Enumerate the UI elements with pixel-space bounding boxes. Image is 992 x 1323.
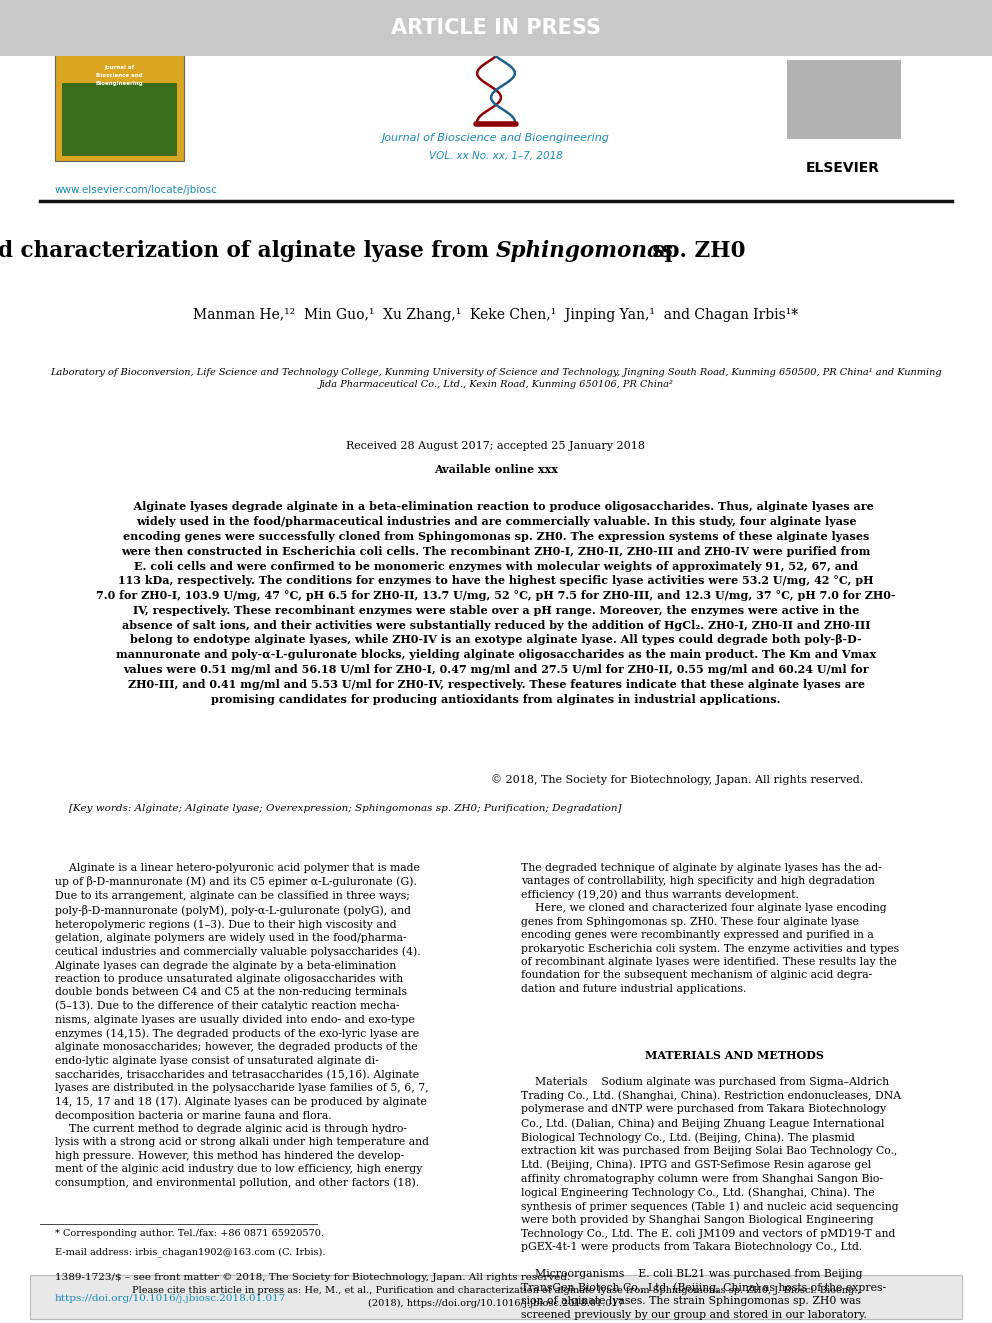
Text: Purification and characterization of alginate lyase from: Purification and characterization of alg… <box>0 241 496 262</box>
FancyBboxPatch shape <box>787 60 901 139</box>
Text: © 2018, The Society for Biotechnology, Japan. All rights reserved.: © 2018, The Society for Biotechnology, J… <box>491 774 863 785</box>
Text: VOL. xx No. xx, 1–7, 2018: VOL. xx No. xx, 1–7, 2018 <box>430 151 562 161</box>
Text: [Key words: Alginate; Alginate lyase; Overexpression; Sphingomonas sp. ZH0; Puri: [Key words: Alginate; Alginate lyase; Ov… <box>69 804 622 814</box>
Text: The degraded technique of alginate by alginate lyases has the ad-
vantages of co: The degraded technique of alginate by al… <box>521 863 899 994</box>
Text: Journal of Bioscience and Bioengineering: Journal of Bioscience and Bioengineering <box>382 132 610 143</box>
Text: Materials    Sodium alginate was purchased from Sigma–Aldrich
Trading Co., Ltd. : Materials Sodium alginate was purchased … <box>521 1077 901 1323</box>
Text: E-mail address: irbis_chagan1902@163.com (C. Irbis).: E-mail address: irbis_chagan1902@163.com… <box>55 1248 325 1257</box>
Text: Alginate lyases degrade alginate in a beta-elimination reaction to produce oligo: Alginate lyases degrade alginate in a be… <box>96 501 896 705</box>
Text: Laboratory of Bioconversion, Life Science and Technology College, Kunming Univer: Laboratory of Bioconversion, Life Scienc… <box>51 368 941 389</box>
Text: Received 28 August 2017; accepted 25 January 2018: Received 28 August 2017; accepted 25 Jan… <box>346 441 646 451</box>
Text: Available online xxx: Available online xxx <box>434 464 558 475</box>
Text: https://doi.org/10.1016/j.jbiosc.2018.01.017: https://doi.org/10.1016/j.jbiosc.2018.01… <box>55 1294 286 1303</box>
Text: www.elsevier.com/locate/jbiosc: www.elsevier.com/locate/jbiosc <box>55 185 217 196</box>
Text: Journal of: Journal of <box>104 65 134 70</box>
Text: * Corresponding author. Tel./fax: +86 0871 65920570.: * Corresponding author. Tel./fax: +86 08… <box>55 1229 323 1238</box>
Text: Bioengineering: Bioengineering <box>95 81 143 86</box>
Text: MATERIALS AND METHODS: MATERIALS AND METHODS <box>645 1050 823 1061</box>
Text: Sphingomonas: Sphingomonas <box>496 241 674 262</box>
Text: 1389-1723/$ – see front matter © 2018, The Society for Biotechnology, Japan. All: 1389-1723/$ – see front matter © 2018, T… <box>55 1273 569 1282</box>
Text: sp. ZH0: sp. ZH0 <box>645 241 746 262</box>
FancyBboxPatch shape <box>0 0 992 56</box>
Text: Bioscience and: Bioscience and <box>95 73 143 78</box>
FancyBboxPatch shape <box>55 46 184 161</box>
Text: Alginate is a linear hetero-polyuronic acid polymer that is made
up of β-D-mannu: Alginate is a linear hetero-polyuronic a… <box>55 863 429 1188</box>
FancyBboxPatch shape <box>62 83 177 156</box>
FancyBboxPatch shape <box>30 1275 962 1319</box>
Text: Manman He,¹²  Min Guo,¹  Xu Zhang,¹  Keke Chen,¹  Jinping Yan,¹  and Chagan Irbi: Manman He,¹² Min Guo,¹ Xu Zhang,¹ Keke C… <box>193 308 799 321</box>
Text: Please cite this article in press as: He, M., et al., Purification and character: Please cite this article in press as: He… <box>132 1286 860 1308</box>
Text: ELSEVIER: ELSEVIER <box>806 161 880 176</box>
Text: ARTICLE IN PRESS: ARTICLE IN PRESS <box>391 17 601 38</box>
